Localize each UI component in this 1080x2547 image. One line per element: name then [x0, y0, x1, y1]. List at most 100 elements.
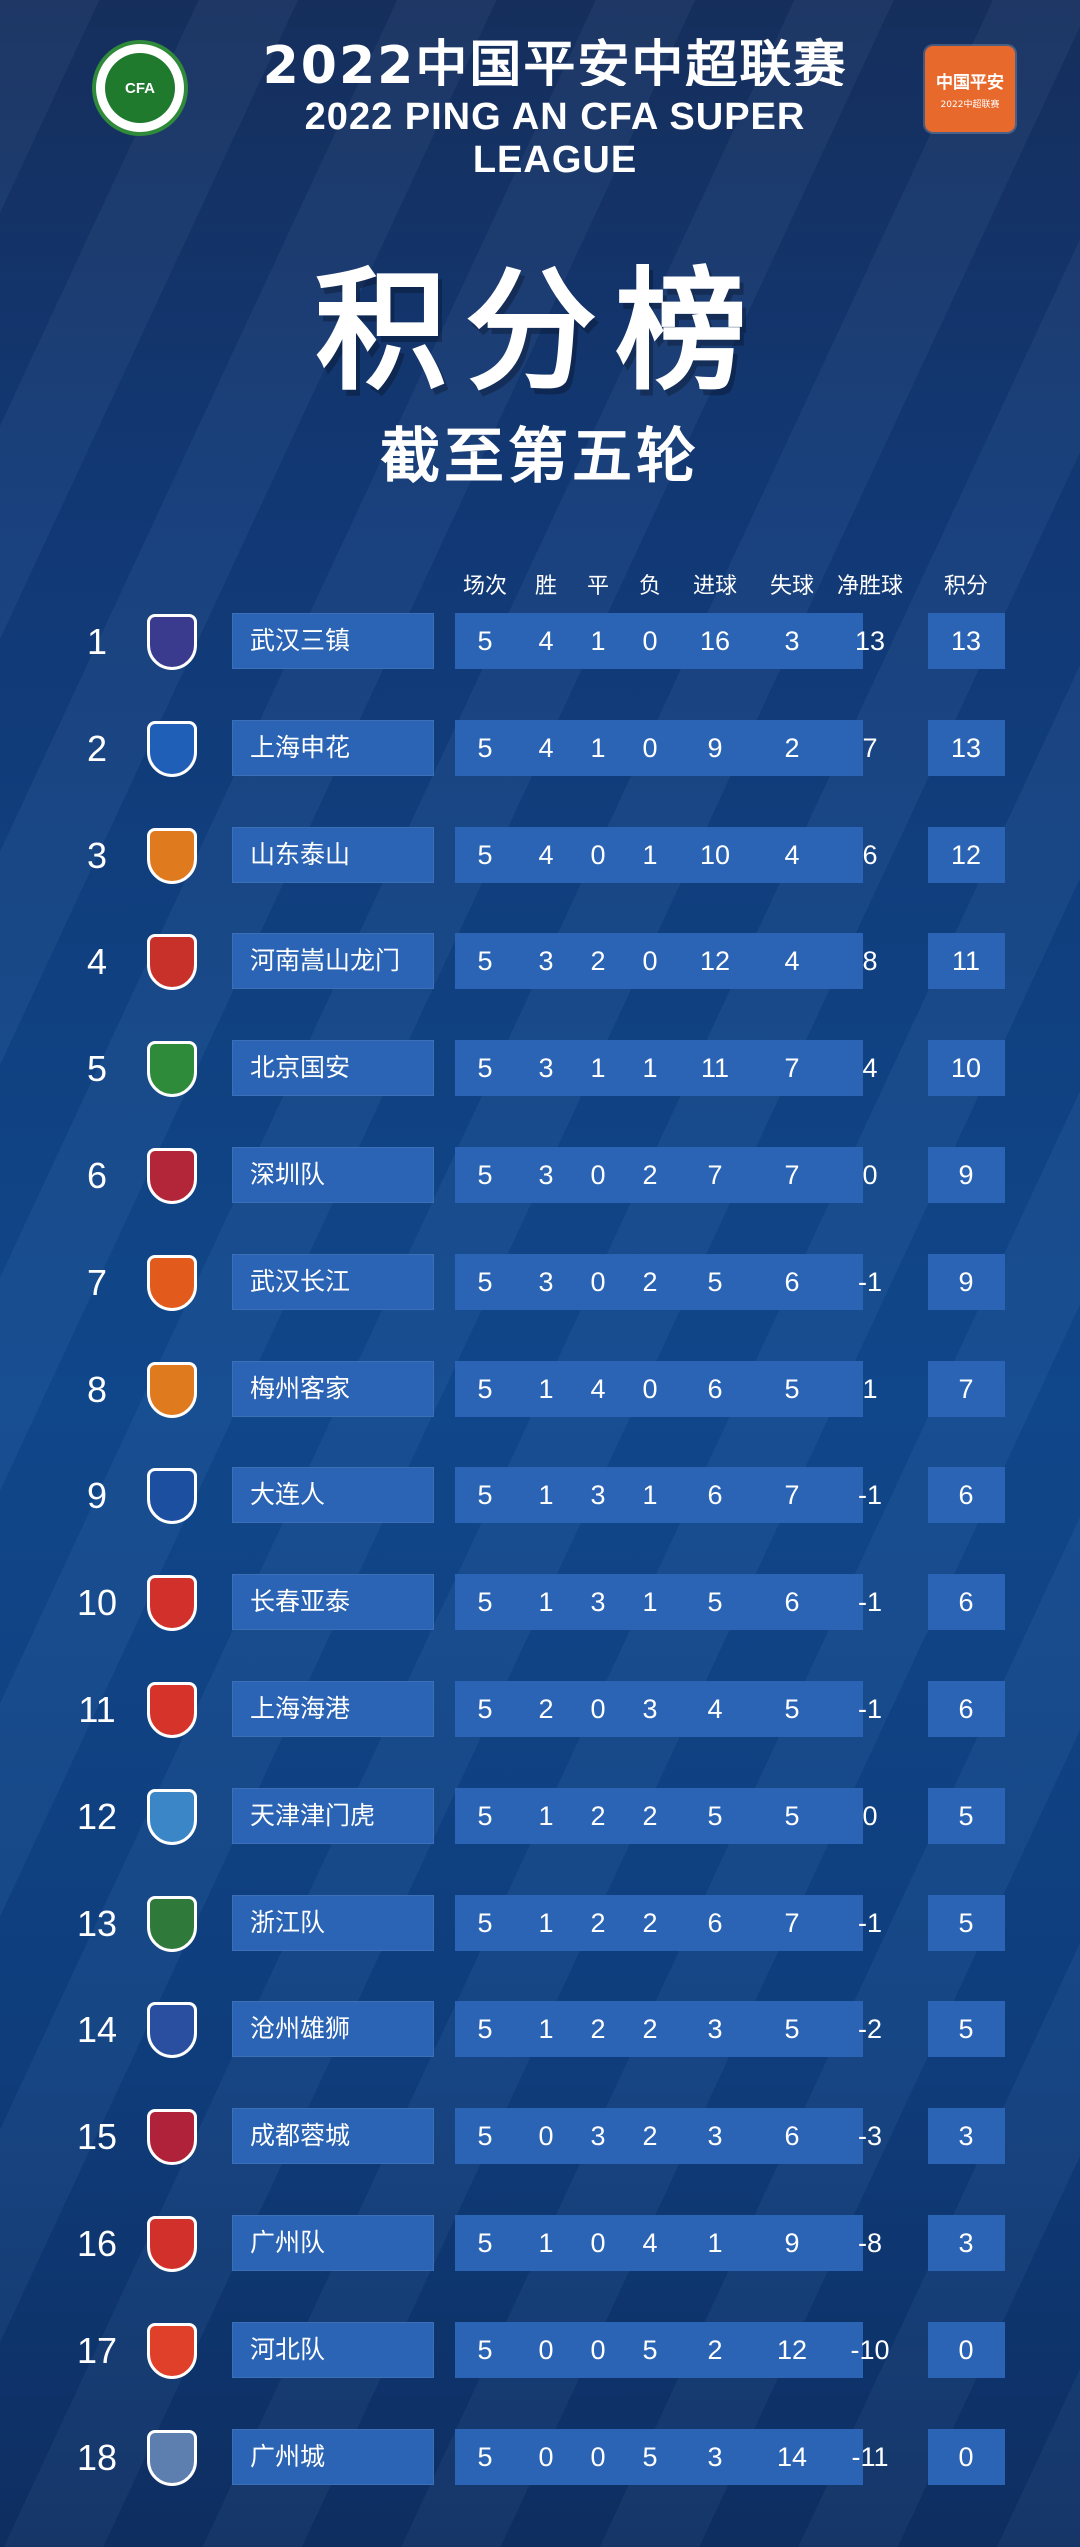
table-row: 9 大连人 5 1 3 1 6 7 -1 6: [0, 1464, 1080, 1528]
col-header-drawn: 平: [586, 574, 610, 599]
rank: 7: [86, 1262, 108, 1303]
goals-against-cell: 5: [784, 2014, 800, 2044]
won-cell: 1: [538, 1480, 554, 1510]
rank: 1: [86, 621, 108, 662]
table-row: 18 广州城 5 0 0 5 3 14 -11 0: [0, 2426, 1080, 2490]
col-header-goal-diff: 净胜球: [836, 574, 904, 599]
pingan-logo-sub: 2022中超联赛: [940, 100, 1000, 110]
shield-icon: [147, 2109, 197, 2165]
points-cell-bg: [928, 2429, 1005, 2485]
drawn-cell: 0: [590, 2442, 606, 2472]
col-header-played: 场次: [462, 574, 508, 599]
stats-cell-bg: [455, 1788, 863, 1844]
table-row: 12 天津津门虎 5 1 2 2 5 5 0 5: [0, 1785, 1080, 1849]
drawn-cell: 0: [590, 2335, 606, 2365]
drawn-cell: 2: [590, 1801, 606, 1831]
shield-icon: [147, 1896, 197, 1952]
goals-against-cell: 5: [784, 1374, 800, 1404]
lost-cell: 1: [642, 1480, 658, 1510]
rank: 3: [86, 835, 108, 876]
goals-for-cell: 5: [707, 1801, 723, 1831]
rank: 13: [76, 1903, 118, 1944]
lost-cell: 2: [642, 2121, 658, 2151]
team-badge-icon: [142, 2214, 202, 2274]
team-badge-icon: [142, 932, 202, 992]
stats-cell-bg: [455, 2001, 863, 2057]
goal-diff-cell: -1: [857, 1267, 883, 1297]
team-badge-icon: [142, 1573, 202, 1633]
goals-against-cell: 6: [784, 2121, 800, 2151]
points-cell-bg: [928, 720, 1005, 776]
table-row: 15 成都蓉城 5 0 3 2 3 6 -3 3: [0, 2105, 1080, 2169]
drawn-cell: 1: [590, 733, 606, 763]
team-badge-icon: [142, 1146, 202, 1206]
pingan-logo: 中国平安 2022中超联赛: [925, 46, 1015, 132]
goals-for-cell: 6: [707, 1480, 723, 1510]
goals-against-cell: 2: [784, 733, 800, 763]
won-cell: 0: [538, 2121, 554, 2151]
stats-cell-bg: [455, 720, 863, 776]
played-cell: 5: [477, 1480, 493, 1510]
goal-diff-cell: 0: [862, 1160, 878, 1190]
points-cell: 6: [958, 1587, 974, 1617]
drawn-cell: 0: [590, 1694, 606, 1724]
played-cell: 5: [477, 840, 493, 870]
stats-cell-bg: [455, 827, 863, 883]
shield-icon: [147, 1575, 197, 1631]
rank: 10: [76, 1582, 118, 1623]
team-name: 成都蓉城: [232, 2108, 434, 2164]
team-badge-icon: [142, 612, 202, 672]
table-row: 7 武汉长江 5 3 0 2 5 6 -1 9: [0, 1251, 1080, 1315]
points-cell-bg: [928, 1361, 1005, 1417]
played-cell: 5: [477, 2121, 493, 2151]
lost-cell: 0: [642, 946, 658, 976]
goals-against-cell: 6: [784, 1587, 800, 1617]
lost-cell: 1: [642, 840, 658, 870]
league-title-en: 2022 PING AN CFA SUPER LEAGUE: [304, 96, 806, 181]
points-cell-bg: [928, 1895, 1005, 1951]
goals-against-cell: 14: [776, 2442, 808, 2472]
rank: 15: [76, 2116, 118, 2157]
goals-for-cell: 4: [707, 1694, 723, 1724]
team-badge-icon: [142, 1253, 202, 1313]
points-cell-bg: [928, 2001, 1005, 2057]
won-cell: 1: [538, 2014, 554, 2044]
cfa-logo: CFA: [92, 40, 188, 136]
shield-icon: [147, 1362, 197, 1418]
goals-for-cell: 5: [707, 1267, 723, 1297]
goals-for-cell: 16: [699, 626, 731, 656]
played-cell: 5: [477, 1374, 493, 1404]
stats-cell-bg: [455, 1467, 863, 1523]
points-cell: 3: [958, 2228, 974, 2258]
team-badge-icon: [142, 2428, 202, 2488]
points-cell: 0: [958, 2442, 974, 2472]
shield-icon: [147, 2216, 197, 2272]
team-name: 武汉三镇: [232, 613, 434, 669]
stats-cell-bg: [455, 1895, 863, 1951]
team-name: 广州城: [232, 2429, 434, 2485]
goal-diff-cell: 1: [862, 1374, 878, 1404]
table-row: 11 上海海港 5 2 0 3 4 5 -1 6: [0, 1678, 1080, 1742]
table-row: 17 河北队 5 0 0 5 2 12 -10 0: [0, 2319, 1080, 2383]
stats-cell-bg: [455, 1040, 863, 1096]
points-cell-bg: [928, 1788, 1005, 1844]
team-name: 长春亚泰: [232, 1574, 434, 1630]
page-title: 积分榜: [315, 255, 765, 409]
goals-against-cell: 6: [784, 1267, 800, 1297]
table-row: 16 广州队 5 1 0 4 1 9 -8 3: [0, 2212, 1080, 2276]
rank: 6: [86, 1155, 108, 1196]
goal-diff-cell: -1: [857, 1480, 883, 1510]
team-name: 山东泰山: [232, 827, 434, 883]
played-cell: 5: [477, 1801, 493, 1831]
rank: 5: [86, 1048, 108, 1089]
drawn-cell: 0: [590, 840, 606, 870]
played-cell: 5: [477, 733, 493, 763]
goal-diff-cell: 0: [862, 1801, 878, 1831]
goal-diff-cell: -1: [857, 1908, 883, 1938]
table-row: 3 山东泰山 5 4 0 1 10 4 6 12: [0, 824, 1080, 888]
won-cell: 4: [538, 626, 554, 656]
rank: 17: [76, 2330, 118, 2371]
played-cell: 5: [477, 1587, 493, 1617]
table-row: 5 北京国安 5 3 1 1 11 7 4 10: [0, 1037, 1080, 1101]
drawn-cell: 0: [590, 1160, 606, 1190]
